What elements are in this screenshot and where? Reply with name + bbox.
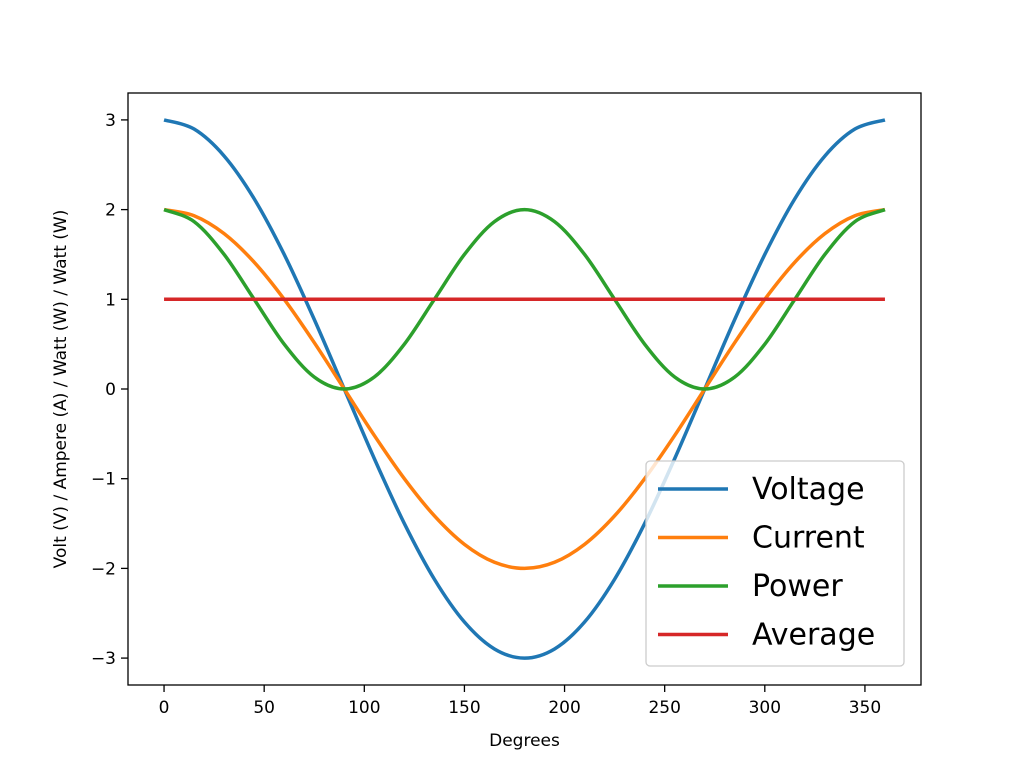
y-axis: −3 −2 −1 0 1 2 3 [91,111,128,669]
y-tick-label: −2 [91,559,116,579]
y-tick-label: −3 [91,649,116,669]
x-axis-label: Degrees [489,731,560,751]
legend-label-power: Power [752,569,843,604]
x-tick-label: 50 [253,698,275,718]
y-tick-label: 0 [105,380,116,400]
legend-label-current: Current [752,521,865,556]
x-tick-label: 0 [159,698,170,718]
x-tick-label: 300 [749,698,781,718]
y-tick-label: −1 [91,470,116,490]
legend-box [645,460,905,667]
y-tick-label: 3 [105,111,116,131]
series-layer [163,118,886,660]
y-axis-label: Volt (V) / Ampere (A) / Watt (W) / Watt … [51,210,71,569]
legend-label-average: Average [752,618,875,653]
x-tick-label: 250 [648,698,680,718]
series-line-power [163,207,886,391]
legend-label-voltage: Voltage [752,472,865,507]
x-tick-label: 350 [849,698,881,718]
legend-entries: Voltage Current Power Average [658,472,875,653]
x-tick-label: 100 [348,698,380,718]
y-tick-label: 2 [105,201,116,221]
x-tick-label: 200 [548,698,580,718]
legend: Voltage Current Power Average [645,460,905,667]
x-tick-label: 150 [448,698,480,718]
series-line-voltage [163,118,886,660]
y-tick-label: 1 [105,290,116,310]
x-axis: 0 50 100 150 200 250 300 350 [159,685,881,718]
